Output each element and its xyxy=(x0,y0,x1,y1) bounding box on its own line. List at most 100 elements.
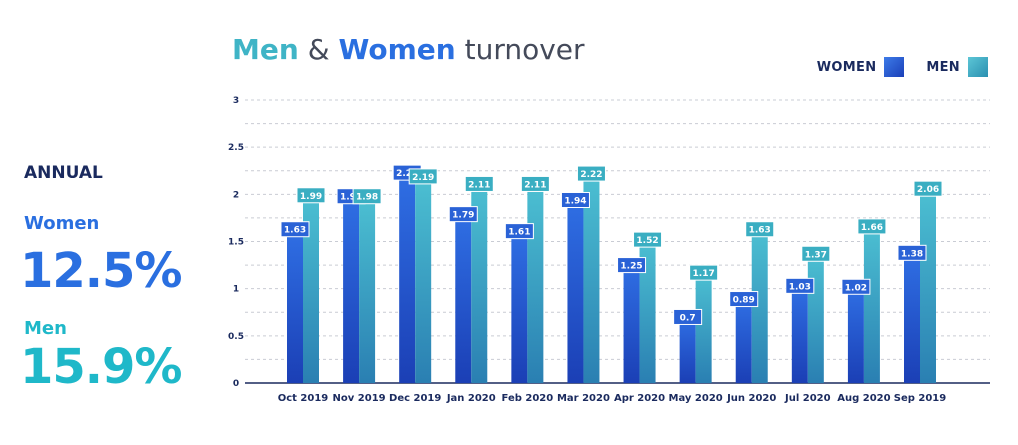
value-tag-women xyxy=(280,221,310,238)
value-label-men: 2.19 xyxy=(412,173,434,183)
men-annual-value: 15.9% xyxy=(20,339,183,395)
value-label-women: 1.03 xyxy=(789,282,811,292)
value-label-women: 1.94 xyxy=(564,196,586,206)
value-tag-women xyxy=(841,278,871,295)
y-tick-label: 0 xyxy=(233,379,239,389)
y-tick-label: 0.5 xyxy=(228,332,244,342)
bar-women xyxy=(343,196,360,383)
value-tag-women xyxy=(729,291,759,308)
value-label-women: 1.98 xyxy=(340,193,362,203)
x-tick-label: May 2020 xyxy=(669,393,723,404)
title-turnover: turnover xyxy=(464,33,585,66)
value-label-men: 2.11 xyxy=(468,180,490,190)
value-tag-women xyxy=(897,244,927,261)
value-tag-men xyxy=(745,221,775,238)
value-label-women: 1.63 xyxy=(284,226,306,236)
x-tick-label: Aug 2020 xyxy=(837,393,890,404)
bars xyxy=(287,172,936,383)
value-tag-men xyxy=(408,168,438,185)
bar-men xyxy=(471,183,488,383)
legend-label-men: MEN xyxy=(926,59,960,75)
value-label-men: 1.52 xyxy=(636,236,658,246)
value-label-men: 1.63 xyxy=(749,226,771,236)
women-label: Women xyxy=(24,213,100,234)
bar-men xyxy=(863,226,880,383)
legend-label-women: WOMEN xyxy=(816,59,877,75)
title-men: Men xyxy=(232,33,299,66)
value-label-women: 1.25 xyxy=(620,262,642,272)
x-tick-label: Sep 2019 xyxy=(894,393,946,404)
value-tag-men xyxy=(576,165,606,182)
x-tick-label: Nov 2019 xyxy=(333,393,386,404)
value-label-women: 1.02 xyxy=(845,283,867,293)
x-tick-label: Feb 2020 xyxy=(502,393,554,404)
legend-item-men: MEN xyxy=(926,57,988,77)
x-tick-label: Apr 2020 xyxy=(614,393,665,404)
value-label-men: 2.11 xyxy=(524,180,546,190)
value-tag-women xyxy=(448,206,478,223)
bar-women xyxy=(567,199,584,383)
y-tick-label: 2 xyxy=(233,190,239,200)
bar-men xyxy=(415,176,432,383)
bar-women xyxy=(679,316,696,383)
bar-women xyxy=(735,299,752,383)
bar-women xyxy=(623,265,640,383)
women-annual-value: 12.5% xyxy=(20,243,183,299)
legend-item-women: WOMEN xyxy=(817,57,905,77)
value-tag-men xyxy=(296,187,326,204)
bar-men xyxy=(920,188,936,383)
value-label-men: 1.99 xyxy=(300,192,322,202)
value-label-men: 1.37 xyxy=(805,250,827,260)
value-tag-men xyxy=(464,175,494,192)
value-tag-women xyxy=(504,223,534,240)
y-tick-label: 1 xyxy=(233,285,239,295)
bar-women xyxy=(399,172,416,383)
bar-women xyxy=(791,285,808,383)
value-tag-men xyxy=(689,264,719,281)
value-label-men: 2.22 xyxy=(580,170,602,180)
chart-legend: WOMEN MEN xyxy=(795,57,988,77)
value-tag-women xyxy=(673,308,703,325)
bar-women xyxy=(287,229,303,383)
value-label-women: 2.23 xyxy=(396,169,418,179)
value-tag-women xyxy=(617,257,647,274)
value-tag-men xyxy=(857,218,887,235)
bar-men xyxy=(583,173,600,383)
y-tick-label: 1.5 xyxy=(228,238,244,248)
bar-women xyxy=(847,286,864,383)
bar-men xyxy=(639,239,656,383)
value-label-men: 2.06 xyxy=(917,185,939,195)
value-label-women: 1.61 xyxy=(508,228,530,238)
x-tick-label: Jul 2020 xyxy=(784,393,831,404)
bar-men xyxy=(807,253,824,383)
value-label-women: 0.89 xyxy=(733,296,755,306)
title-women: Women xyxy=(338,33,456,66)
title-ampersand: & xyxy=(307,33,330,66)
x-tick-label: Dec 2019 xyxy=(389,393,441,404)
x-tick-label: Mar 2020 xyxy=(557,393,610,404)
bar-women xyxy=(904,252,920,383)
bar-men xyxy=(359,196,376,383)
value-label-men: 1.98 xyxy=(356,193,378,203)
bar-men xyxy=(303,195,319,383)
value-tag-men xyxy=(352,188,382,205)
value-tag-women xyxy=(785,277,815,294)
value-label-women: 1.38 xyxy=(901,249,923,259)
legend-swatch-women xyxy=(884,57,905,77)
value-tag-men xyxy=(801,245,831,262)
bar-men xyxy=(527,183,544,383)
y-tick-label: 3 xyxy=(233,96,239,106)
value-tag-women xyxy=(560,191,590,208)
value-label-men: 1.66 xyxy=(861,223,883,233)
bar-women xyxy=(455,214,472,383)
bar-women xyxy=(511,231,528,383)
x-tick-label: Jun 2020 xyxy=(726,393,776,404)
bar-men xyxy=(751,229,768,383)
annual-heading: ANNUAL xyxy=(24,163,103,183)
chart-title: Men & Women turnover xyxy=(232,30,585,70)
value-tag-men xyxy=(633,231,663,248)
legend-swatch-men xyxy=(968,57,988,77)
value-tag-men xyxy=(520,175,550,192)
men-label: Men xyxy=(24,318,67,339)
